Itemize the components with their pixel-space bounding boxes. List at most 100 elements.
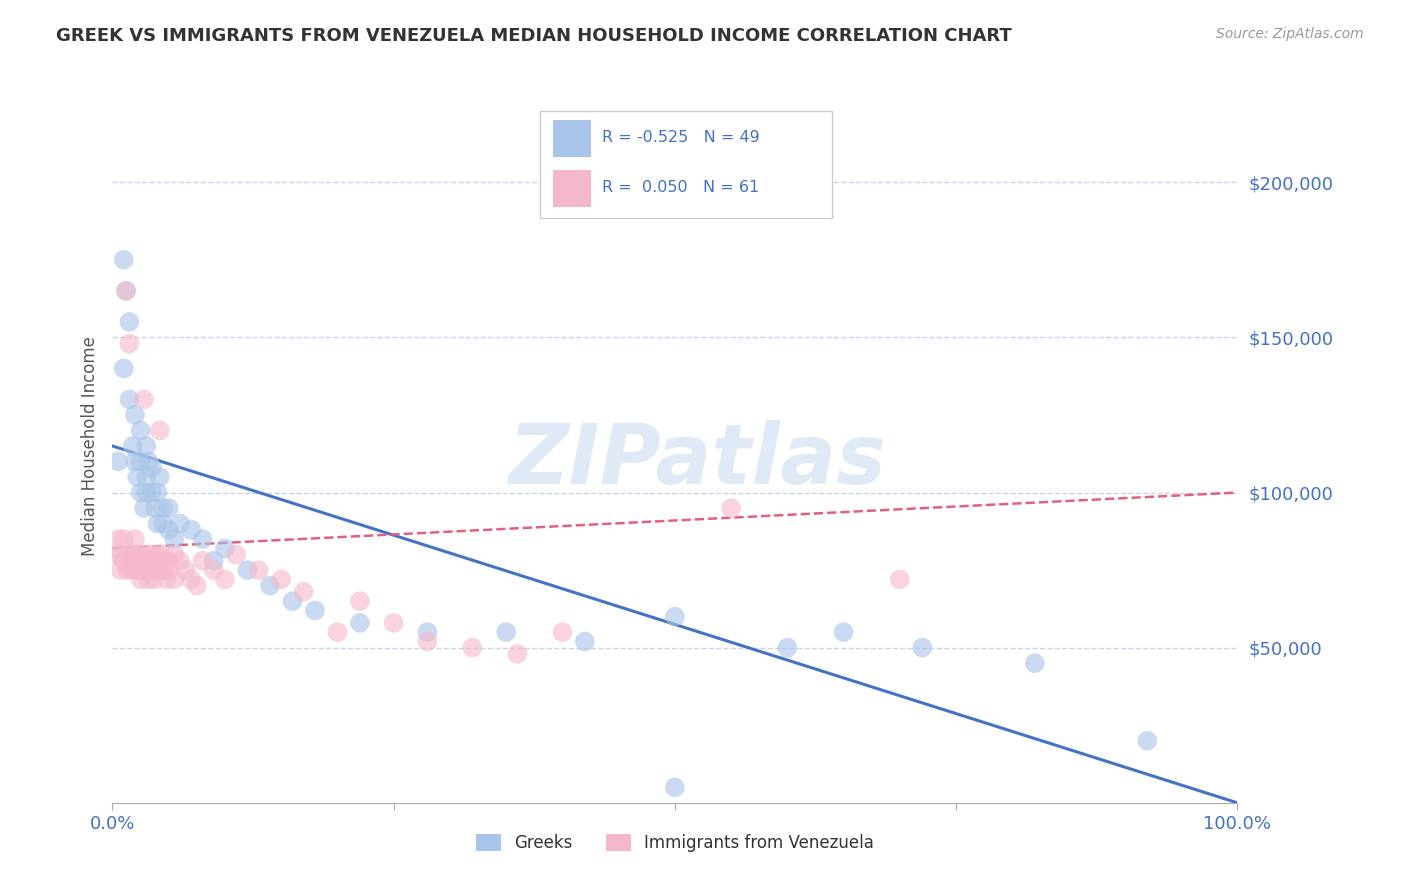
Point — [118, 315, 141, 329]
Legend: Greeks, Immigrants from Venezuela: Greeks, Immigrants from Venezuela — [470, 827, 880, 859]
Point — [118, 392, 141, 407]
Point — [169, 554, 191, 568]
Point — [214, 573, 236, 587]
Point — [461, 640, 484, 655]
Point — [112, 361, 135, 376]
Point — [138, 573, 160, 587]
Bar — [554, 120, 591, 157]
Point — [120, 563, 142, 577]
Point — [180, 523, 202, 537]
Point — [149, 424, 172, 438]
Point — [135, 485, 157, 500]
Point — [135, 554, 157, 568]
Point — [129, 548, 152, 562]
Point — [107, 532, 129, 546]
Text: R = -0.525   N = 49: R = -0.525 N = 49 — [602, 130, 759, 145]
Point — [163, 548, 186, 562]
Point — [104, 548, 127, 562]
Point — [169, 516, 191, 531]
Point — [832, 625, 855, 640]
Point — [506, 647, 529, 661]
Point — [191, 554, 214, 568]
Point — [146, 548, 169, 562]
Point — [132, 501, 155, 516]
Point — [141, 563, 163, 577]
Point — [149, 470, 172, 484]
Point — [152, 501, 174, 516]
Point — [115, 284, 138, 298]
Point — [146, 485, 169, 500]
Point — [121, 439, 143, 453]
Point — [138, 454, 160, 468]
Point — [112, 554, 135, 568]
Point — [112, 532, 135, 546]
Point — [155, 573, 177, 587]
Point — [152, 554, 174, 568]
Bar — [554, 169, 591, 207]
Point — [247, 563, 270, 577]
Point — [495, 625, 517, 640]
Point — [259, 579, 281, 593]
Point — [664, 780, 686, 795]
Point — [121, 554, 143, 568]
Point — [152, 563, 174, 577]
Point — [143, 573, 166, 587]
FancyBboxPatch shape — [540, 111, 832, 218]
Point — [889, 573, 911, 587]
Point — [225, 548, 247, 562]
Text: ZIPatlas: ZIPatlas — [509, 420, 886, 500]
Point — [141, 554, 163, 568]
Point — [127, 563, 149, 577]
Point — [281, 594, 304, 608]
Point — [135, 563, 157, 577]
Point — [202, 563, 225, 577]
Point — [132, 392, 155, 407]
Point — [416, 625, 439, 640]
Point — [551, 625, 574, 640]
Point — [574, 634, 596, 648]
Point — [141, 485, 163, 500]
Point — [416, 634, 439, 648]
Point — [118, 548, 141, 562]
Point — [129, 573, 152, 587]
Point — [135, 470, 157, 484]
Point — [214, 541, 236, 556]
Point — [304, 603, 326, 617]
Point — [163, 573, 186, 587]
Point — [349, 615, 371, 630]
Point — [911, 640, 934, 655]
Point — [152, 548, 174, 562]
Point — [1136, 733, 1159, 747]
Point — [124, 408, 146, 422]
Point — [292, 584, 315, 599]
Point — [202, 554, 225, 568]
Point — [720, 501, 742, 516]
Point — [180, 573, 202, 587]
Point — [135, 439, 157, 453]
Point — [129, 424, 152, 438]
Point — [146, 563, 169, 577]
Text: GREEK VS IMMIGRANTS FROM VENEZUELA MEDIAN HOUSEHOLD INCOME CORRELATION CHART: GREEK VS IMMIGRANTS FROM VENEZUELA MEDIA… — [56, 27, 1012, 45]
Point — [141, 460, 163, 475]
Point — [124, 563, 146, 577]
Point — [121, 548, 143, 562]
Point — [326, 625, 349, 640]
Point — [163, 532, 186, 546]
Point — [124, 454, 146, 468]
Point — [127, 470, 149, 484]
Point — [127, 548, 149, 562]
Point — [124, 532, 146, 546]
Y-axis label: Median Household Income: Median Household Income — [80, 336, 98, 556]
Point — [112, 252, 135, 267]
Text: Source: ZipAtlas.com: Source: ZipAtlas.com — [1216, 27, 1364, 41]
Point — [157, 554, 180, 568]
Point — [191, 532, 214, 546]
Point — [129, 454, 152, 468]
Point — [152, 516, 174, 531]
Point — [664, 609, 686, 624]
Point — [157, 523, 180, 537]
Point — [115, 284, 138, 298]
Point — [118, 336, 141, 351]
Point — [115, 563, 138, 577]
Point — [157, 563, 180, 577]
